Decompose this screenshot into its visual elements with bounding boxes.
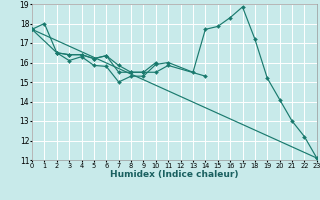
- X-axis label: Humidex (Indice chaleur): Humidex (Indice chaleur): [110, 170, 239, 179]
